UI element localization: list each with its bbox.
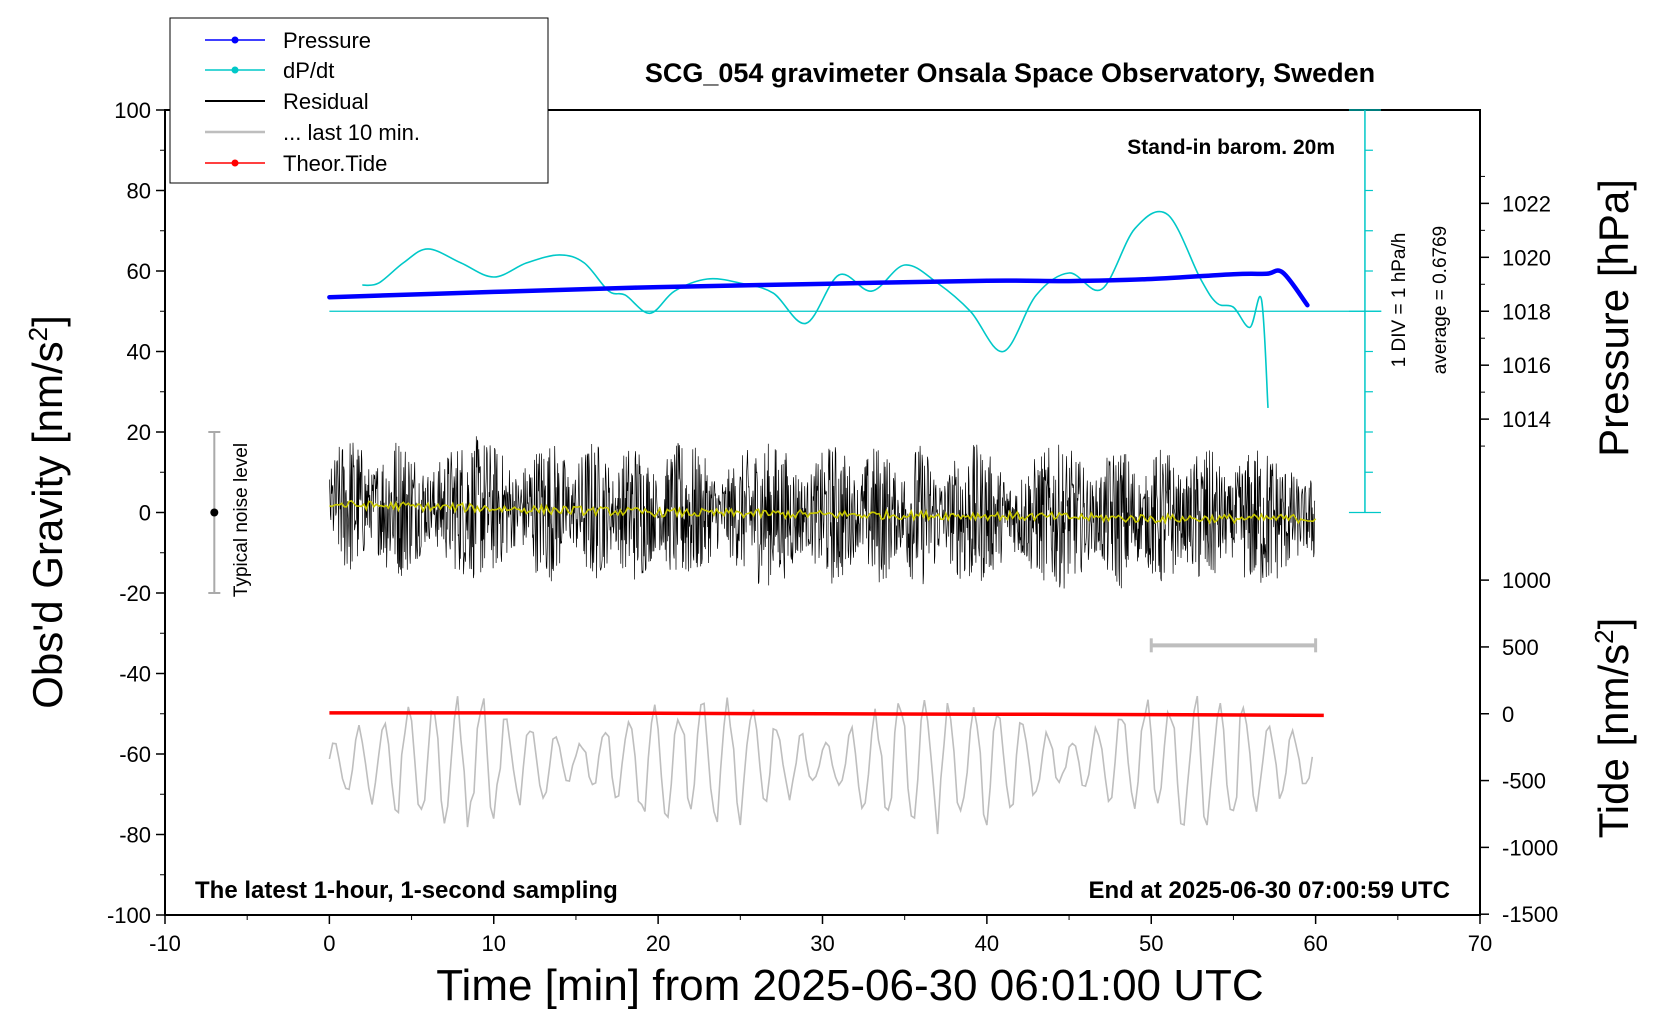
pressure-tick-label: 1022 — [1502, 191, 1551, 216]
sampling-annotation: The latest 1-hour, 1-second sampling — [195, 877, 618, 904]
legend-dot-tide — [231, 159, 239, 167]
x-tick-label: 0 — [323, 931, 335, 956]
x-tick-label: 60 — [1303, 931, 1327, 956]
barometer-annotation: Stand-in barom. 20m — [1127, 136, 1335, 159]
y-axis-label-end: ] — [24, 315, 71, 327]
pressure-tick-label: 1018 — [1502, 299, 1551, 324]
tide-tick-label: 500 — [1502, 635, 1539, 660]
end-time-annotation: End at 2025-06-30 07:00:59 UTC — [1089, 877, 1451, 904]
pressure-tick-label: 1020 — [1502, 245, 1551, 270]
legend-label-dpdt: dP/dt — [283, 58, 334, 83]
tide-tick-label: -500 — [1502, 769, 1546, 794]
tide-tick-label: 1000 — [1502, 568, 1551, 593]
tick-layer: -10 0 10 20 30 40 50 60 70100806040200-20-40-60-… — [107, 98, 1558, 956]
legend-label-pressure: Pressure — [283, 28, 371, 53]
tide-axis-label: Tide [nm/s2] — [1589, 618, 1637, 839]
tide-tick-label: -1500 — [1502, 902, 1558, 927]
tide-tick-label: 0 — [1502, 702, 1514, 727]
y-axis-label: Obs'd Gravity [nm/s2] — [23, 315, 71, 709]
average-annotation: average = 0.6769 — [1430, 226, 1451, 374]
legend-dot-pressure — [231, 36, 239, 44]
y-tick-label: 60 — [127, 259, 151, 284]
tide-axis-label-sup: 2 — [1589, 629, 1619, 643]
x-tick-label: 70 — [1468, 931, 1492, 956]
pressure-tick-label: 1014 — [1502, 407, 1551, 432]
pressure-axis-label: Pressure [hPa] — [1590, 179, 1637, 457]
legend-item-residual: Residual — [205, 89, 369, 114]
tide-axis-label-end: ] — [1590, 618, 1637, 630]
y-tick-label: 20 — [127, 420, 151, 445]
y-tick-label: -80 — [119, 823, 151, 848]
legend: Pressure dP/dt Residual ... last 10 min.… — [169, 17, 549, 184]
x-tick-label: 50 — [1139, 931, 1163, 956]
chart-title: SCG_054 gravimeter Onsala Space Observat… — [645, 58, 1375, 88]
y-axis-label-text: Obs'd Gravity [nm/s — [24, 341, 71, 708]
tide-tick-label: -1000 — [1502, 835, 1558, 860]
x-tick-label: 10 — [482, 931, 506, 956]
x-tick-label: 30 — [810, 931, 834, 956]
noise-bar-center — [210, 508, 219, 517]
y-tick-label: -20 — [119, 581, 151, 606]
x-tick-label: 40 — [975, 931, 999, 956]
legend-label-tide: Theor.Tide — [283, 151, 387, 176]
series-pressure — [327, 268, 1310, 308]
legend-item-dpdt: dP/dt — [205, 58, 334, 83]
series-tide — [329, 711, 1324, 718]
y-tick-label: 80 — [127, 179, 151, 204]
x-tick-label: -10 — [149, 931, 181, 956]
x-tick-label: 20 — [646, 931, 670, 956]
legend-label-residual: Residual — [283, 89, 369, 114]
div-annotation: 1 DIV = 1 hPa/h — [1389, 233, 1410, 368]
legend-item-tide: Theor.Tide — [205, 151, 387, 176]
series-residual — [329, 436, 1316, 589]
legend-item-last10: ... last 10 min. — [205, 120, 420, 145]
y-tick-label: 100 — [114, 98, 151, 123]
legend-item-pressure: Pressure — [205, 28, 371, 53]
x-axis-label: Time [min] from 2025-06-30 06:01:00 UTC — [436, 961, 1263, 1010]
series-dpdt — [362, 210, 1269, 408]
y-tick-label: -40 — [119, 662, 151, 687]
pressure-tick-label: 1016 — [1502, 353, 1551, 378]
y-tick-label: 0 — [139, 501, 151, 526]
y-axis-label-sup: 2 — [23, 327, 53, 341]
tide-axis-label-text: Tide [nm/s — [1590, 644, 1637, 839]
y-tick-label: -100 — [107, 903, 151, 928]
noise-annotation: Typical noise level — [231, 443, 252, 597]
legend-dot-dpdt — [231, 66, 239, 74]
series-layer — [327, 210, 1382, 835]
series-last10 — [328, 695, 1314, 835]
series-running-mean — [329, 500, 1317, 525]
y-tick-label: 40 — [127, 340, 151, 365]
y-tick-label: -60 — [119, 742, 151, 767]
legend-label-last10: ... last 10 min. — [283, 120, 420, 145]
